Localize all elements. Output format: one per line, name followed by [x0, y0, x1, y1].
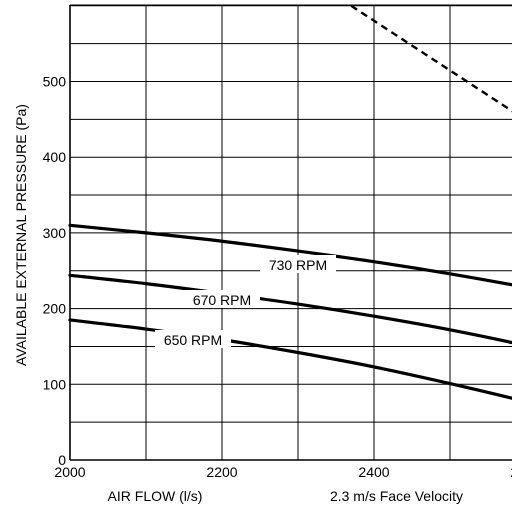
curve-label: 670 RPM	[193, 292, 251, 308]
curve-label-background	[184, 290, 260, 308]
x-tick-label: 2200	[206, 464, 237, 480]
grid	[69, 4, 512, 461]
curve-label-background	[260, 255, 336, 273]
curve-label-background	[155, 330, 231, 348]
curve-650-rpm	[68, 318, 512, 400]
curve-730-rpm	[68, 223, 512, 287]
y-tick-label: 500	[43, 74, 67, 90]
motor-limit-line	[350, 4, 512, 113]
y-axis-label: AVAILABLE EXTERNAL PRESSURE (Pa)	[13, 104, 29, 366]
curve-label: 650 RPM	[164, 332, 222, 348]
x-tick-label: 2600	[510, 464, 512, 480]
y-tick-label: 200	[43, 301, 67, 317]
x-tick-label: 2400	[358, 464, 389, 480]
y-tick-label: 400	[43, 149, 67, 165]
x-axis-label: AIR FLOW (l/s)	[108, 488, 203, 504]
y-tick-label: 100	[43, 376, 67, 392]
curve-670-rpm	[68, 273, 512, 345]
y-tick-label: 300	[43, 225, 67, 241]
x-tick-label: 2000	[54, 464, 85, 480]
tick-labels: 2000220024002600280030000100200300400500	[43, 74, 512, 481]
y-tick-label: 0	[58, 452, 66, 468]
curves	[68, 4, 512, 400]
face-velocity-annotation: 2.3 m/s Face Velocity	[330, 488, 463, 504]
curve-label: 730 RPM	[269, 257, 327, 273]
